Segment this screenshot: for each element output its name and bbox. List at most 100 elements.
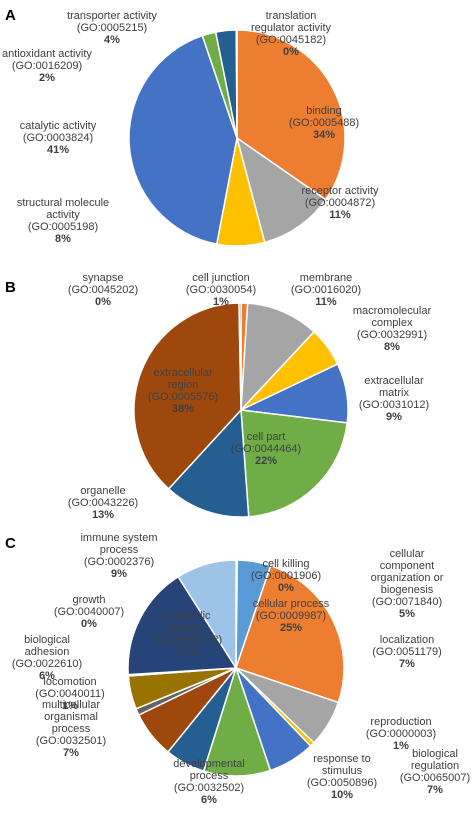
slice-label: organelle (GO:0043226) 13%	[68, 485, 138, 521]
slice-label-line: (GO:0030054)	[186, 284, 256, 296]
slice-label-line: process	[52, 723, 91, 735]
slice-label: membrane (GO:0016020) 11%	[291, 272, 361, 308]
slice-label-line: binding	[306, 105, 341, 117]
slice-label-line: (GO:0005215)	[77, 22, 147, 34]
slice-percent: 4%	[104, 34, 120, 46]
slice-percent: 41%	[47, 144, 69, 156]
slice-label: extracellular region (GO:0005576) 38%	[148, 367, 218, 415]
slice-label-line: (GO:0043226)	[68, 497, 138, 509]
slice-label-line: biogenesis	[381, 584, 434, 596]
slice-label-line: metabolic	[163, 610, 211, 622]
slice-label: reproduction (GO:0000003) 1%	[366, 716, 436, 752]
slice-label-line: organismal	[44, 711, 98, 723]
pie-slice	[167, 408, 250, 518]
slice-label-line: (GO:0040007)	[54, 606, 124, 618]
slice-percent: 13%	[92, 509, 114, 521]
slice-label: antioxidant activity (GO:0016209) 2%	[2, 48, 92, 84]
slice-label-line: (GO:0005576)	[148, 391, 218, 403]
slice-label-line: response to	[313, 753, 370, 765]
slice-label-line: (GO:0005198)	[28, 221, 98, 233]
slice-percent: 17%	[176, 646, 198, 658]
slice-label: locomotion (GO:0040011) 1%	[35, 676, 105, 712]
slice-percent: 10%	[331, 789, 353, 801]
slice-percent: 1%	[62, 700, 78, 712]
slice-label: macromolecular complex (GO:0032991) 8%	[353, 305, 432, 353]
slice-label-line: (GO:0016020)	[291, 284, 361, 296]
slice-label-line: (GO:0003824)	[23, 132, 93, 144]
slice-percent: 0%	[283, 46, 299, 58]
slice-label-line: transporter activity	[67, 10, 157, 22]
pie-slice	[240, 409, 349, 518]
slice-label-line: (GO:0040011)	[35, 688, 105, 700]
slice-label: cell part (GO:0044464) 22%	[231, 431, 301, 467]
slice-label-line: complex	[372, 317, 413, 329]
panel-letter-c: C	[5, 535, 16, 552]
slice-percent: 9%	[111, 568, 127, 580]
slice-label-line: regulation	[411, 760, 459, 772]
slice-label-line: (GO:0008152)	[152, 634, 222, 646]
slice-label: receptor activity (GO:0004872) 11%	[301, 185, 379, 221]
slice-label-line: (GO:0016209)	[12, 60, 82, 72]
slice-label: synapse (GO:0045202) 0%	[68, 272, 138, 308]
slice-label: extracellular matrix (GO:0031012) 9%	[359, 375, 429, 423]
slice-label-line: growth	[72, 594, 105, 606]
slice-label-line: (GO:0001906)	[251, 570, 321, 582]
slice-label: cellular process (GO:0009987) 25%	[253, 598, 330, 634]
slice-label: cellular component organization or biogenes…	[371, 548, 444, 620]
slice-label: biological regulation (GO:0065007) 7%	[400, 748, 470, 796]
slice-label-line: (GO:0044464)	[231, 443, 301, 455]
slice-label: structural molecule activity (GO:0005198) 8…	[17, 197, 109, 245]
slice-label-line: (GO:0002376)	[84, 556, 154, 568]
slice-label-line: (GO:0032501)	[36, 735, 106, 747]
slice-percent: 8%	[384, 341, 400, 353]
slice-label-line: cellular process	[253, 598, 330, 610]
slice-label: multicellular organismal process (GO:003250…	[36, 699, 106, 759]
slice-percent: 6%	[39, 670, 55, 682]
slice-percent: 0%	[95, 296, 111, 308]
slice-label-line: reproduction	[370, 716, 431, 728]
slice-label-line: localization	[380, 634, 434, 646]
slice-label: localization (GO:0051179) 7%	[372, 634, 442, 670]
slice-label: biological adhesion (GO:0022610) 6%	[12, 634, 82, 682]
pie-chart-b: cell junction (GO:0030054) 1% membrane (GO:0…	[68, 272, 432, 521]
slice-percent: 7%	[427, 784, 443, 796]
slice-label-line: cell killing	[262, 558, 309, 570]
slice-label-line: (GO:0051179)	[372, 646, 442, 658]
slice-label: cell junction (GO:0030054) 1%	[186, 272, 256, 308]
slice-label-line: cell junction	[192, 272, 249, 284]
slice-percent: 11%	[329, 209, 351, 221]
slice-label-line: matrix	[379, 387, 409, 399]
slice-label-line: (GO:0022610)	[12, 658, 82, 670]
slice-percent: 0%	[81, 618, 97, 630]
slice-label-line: (GO:0045202)	[68, 284, 138, 296]
slice-label-line: organelle	[80, 485, 125, 497]
pie-chart-a: binding (GO:0005488) 34% receptor activity(…	[2, 10, 379, 247]
slice-label-line: stimulus	[322, 765, 363, 777]
slice-label: metabolic process (GO:0008152) 17%	[152, 610, 222, 658]
slice-percent: 5%	[399, 608, 415, 620]
slice-label-line: component	[380, 560, 434, 572]
slice-label-line: extracellular	[153, 367, 213, 379]
slice-label: immune system process (GO:0002376) 9%	[80, 532, 157, 580]
slice-label-line: antioxidant activity	[2, 48, 92, 60]
slice-label-line: (GO:0031012)	[359, 399, 429, 411]
slice-percent: 1%	[393, 740, 409, 752]
slice-label-line: process	[168, 622, 207, 634]
slice-label: binding (GO:0005488) 34%	[289, 105, 359, 141]
pie-slice	[133, 302, 242, 490]
slice-label-line: activity	[46, 209, 80, 221]
slice-label: translation regulator activity (GO:0045182…	[251, 10, 332, 58]
slice-percent: 38%	[172, 403, 194, 415]
slice-percent: 7%	[399, 658, 415, 670]
slice-label-line: biological	[412, 748, 458, 760]
slice-label-line: (GO:0050896)	[307, 777, 377, 789]
pie-slice	[177, 559, 237, 671]
slice-label-line: (GO:0032502)	[174, 782, 244, 794]
slice-label-line: process	[100, 544, 139, 556]
slice-label-line: region	[168, 379, 199, 391]
slice-label-line: (GO:0000003)	[366, 728, 436, 740]
slice-percent: 34%	[313, 129, 335, 141]
slice-label-line: translation	[266, 10, 317, 22]
slice-label-line: (GO:0071840)	[372, 596, 442, 608]
